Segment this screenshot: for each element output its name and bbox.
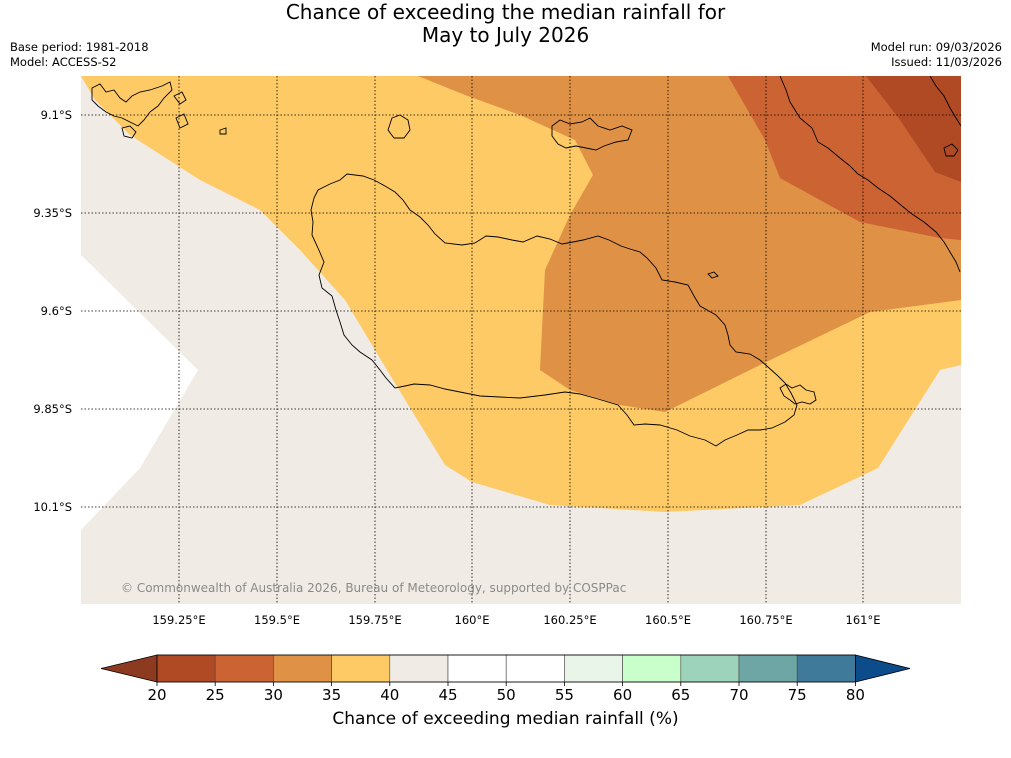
northeast-coastline — [779, 76, 961, 273]
colorbar-label: Chance of exceeding median rainfall (%) — [332, 709, 679, 729]
model-name: Model: ACCESS-S2 — [10, 55, 117, 69]
colorbar-tick-label: 20 — [147, 686, 166, 704]
copyright-notice: © Commonwealth of Australia 2026, Bureau… — [121, 581, 626, 595]
colorbar-segment — [331, 654, 391, 683]
issued-date: Issued: 11/03/2026 — [891, 55, 1002, 69]
colorbar: 20 25 30 35 40 45 50 55 60 65 70 75 80 — [100, 654, 911, 704]
colorbar-tick-label: 45 — [438, 686, 457, 704]
colorbar-segment — [273, 654, 332, 683]
colorbar-tick-label: 55 — [555, 686, 574, 704]
northeast-islet-coastline — [943, 143, 959, 157]
colorbar-segment — [156, 654, 216, 683]
latitude-labels: 9.1°S 9.35°S 9.6°S 9.85°S 10.1°S — [33, 108, 72, 514]
northern-islands-coastline — [551, 117, 633, 151]
colorbar-segment — [214, 654, 274, 683]
lon-label: 160.75°E — [739, 613, 792, 627]
colorbar-segment — [680, 654, 740, 683]
colorbar-tick-label: 80 — [846, 686, 865, 704]
colorbar-tick-label: 25 — [206, 686, 225, 704]
northwest-island-3-coastline — [173, 91, 187, 105]
northwest-island-5-coastline — [219, 127, 227, 135]
northwest-island-2-coastline — [121, 125, 137, 139]
zone-45-50 — [81, 255, 198, 530]
lon-label: 159.75°E — [348, 613, 401, 627]
lon-label: 159.5°E — [254, 613, 300, 627]
small-rock-coastline — [707, 271, 719, 279]
colorbar-segment — [564, 654, 623, 683]
colorbar-segment — [447, 654, 507, 683]
lat-label: 10.1°S — [33, 500, 72, 514]
colorbar-over-arrow — [855, 654, 911, 683]
lat-label: 9.85°S — [33, 402, 72, 416]
northern-islet-coastline — [387, 114, 411, 139]
colorbar-tick-label: 75 — [788, 686, 807, 704]
chart-title-line-1: Chance of exceeding the median rainfall … — [285, 0, 726, 24]
base-period: Base period: 1981-2018 — [10, 40, 149, 54]
colorbar-tick-label: 60 — [613, 686, 632, 704]
colorbar-segment — [738, 654, 798, 683]
chart-title-line-2: May to July 2026 — [421, 23, 590, 47]
model-info: Base period: 1981-2018 Model: ACCESS-S2 — [10, 40, 149, 70]
lon-label: 160°E — [455, 613, 490, 627]
coastline-outlines — [91, 76, 961, 447]
longitude-labels: 159.25°E 159.5°E 159.75°E 160°E 160.25°E… — [152, 613, 880, 627]
map-area: © Commonwealth of Australia 2026, Bureau… — [81, 76, 961, 604]
lon-label: 160.25°E — [543, 613, 596, 627]
main-island-coastline — [310, 173, 798, 447]
northwest-island-4-coastline — [175, 113, 189, 129]
colorbar-segment — [505, 654, 565, 683]
colorbar-tick-label: 70 — [729, 686, 748, 704]
colorbar-under-arrow — [100, 654, 158, 683]
lon-label: 160.5°E — [645, 613, 691, 627]
colorbar-tick-label: 40 — [380, 686, 399, 704]
graticule — [81, 76, 961, 604]
model-run-date: Model run: 09/03/2026 — [870, 40, 1002, 54]
zone-20-25 — [866, 76, 961, 182]
colorbar-segment — [622, 654, 682, 683]
northeast-coastline-2 — [929, 76, 961, 127]
lat-label: 9.1°S — [41, 108, 72, 122]
lat-label: 9.35°S — [33, 206, 72, 220]
lat-label: 9.6°S — [41, 304, 72, 318]
colorbar-segment — [796, 654, 856, 683]
colorbar-tick-label: 65 — [671, 686, 690, 704]
lon-label: 159.25°E — [152, 613, 205, 627]
colorbar-tick-label: 50 — [497, 686, 516, 704]
colorbar-segment — [389, 654, 449, 683]
eastern-islet-coastline — [779, 383, 817, 405]
lon-label: 161°E — [846, 613, 881, 627]
colorbar-tick-label: 30 — [264, 686, 283, 704]
run-info: Model run: 09/03/2026 Issued: 11/03/2026 — [871, 40, 1002, 70]
colorbar-tick-label: 35 — [322, 686, 341, 704]
